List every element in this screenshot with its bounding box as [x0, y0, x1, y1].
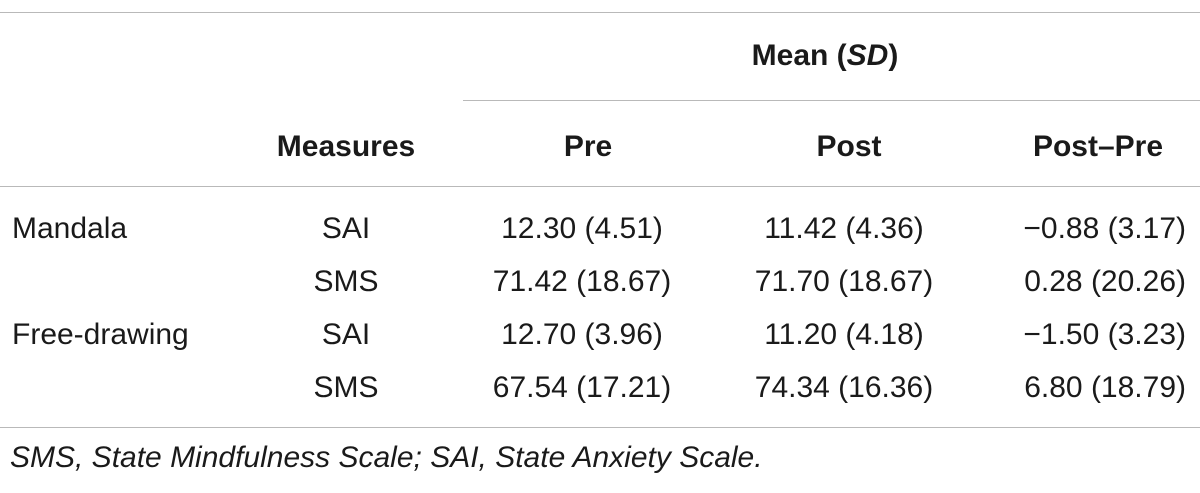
column-header-post: Post [816, 130, 882, 163]
column-header-post-pre: Post–Pre [1032, 130, 1164, 163]
cell-post: 11.20 (4.18) [764, 318, 924, 351]
column-header-measures: Measures [276, 130, 416, 163]
group-header-italic: SD [846, 39, 889, 72]
cell-post-pre: 6.80 (18.79) [1024, 371, 1186, 404]
cell-post-pre: 0.28 (20.26) [1024, 265, 1186, 298]
row-group-label: Mandala [12, 212, 128, 245]
cell-post-pre: −0.88 (3.17) [1023, 212, 1186, 245]
table-top-rule [0, 12, 1200, 13]
cell-post-pre: −1.50 (3.23) [1023, 318, 1186, 351]
cell-pre: 12.70 (3.96) [501, 318, 663, 351]
row-group-label: Free-drawing [12, 318, 189, 351]
table-bottom-rule [0, 427, 1200, 428]
cell-post: 11.42 (4.36) [764, 212, 924, 245]
group-header-mean-sd: Mean (SD) [752, 38, 899, 74]
group-header-main: Mean ( [751, 39, 847, 72]
row-measure: SMS [313, 371, 379, 404]
row-measure: SAI [321, 212, 371, 245]
cell-post: 74.34 (16.36) [754, 371, 934, 404]
cell-pre: 71.42 (18.67) [492, 265, 672, 298]
row-measure: SAI [321, 318, 371, 351]
group-header-rule [463, 100, 1200, 101]
cell-pre: 67.54 (17.21) [492, 371, 672, 404]
cell-post: 71.70 (18.67) [754, 265, 934, 298]
header-bottom-rule [0, 186, 1200, 187]
row-measure: SMS [313, 265, 379, 298]
table-footnote: SMS, State Mindfulness Scale; SAI, State… [10, 441, 763, 474]
column-header-pre: Pre [563, 130, 613, 163]
cell-pre: 12.30 (4.51) [501, 212, 663, 245]
group-header-close: ) [888, 39, 899, 72]
